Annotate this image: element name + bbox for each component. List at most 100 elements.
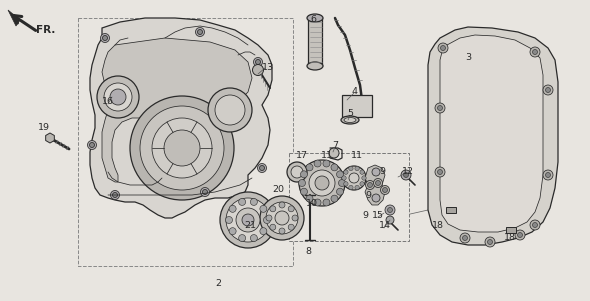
- Circle shape: [254, 57, 263, 67]
- Circle shape: [375, 181, 381, 185]
- Ellipse shape: [307, 14, 323, 22]
- Circle shape: [546, 88, 550, 92]
- Text: 5: 5: [347, 110, 353, 119]
- Circle shape: [487, 240, 493, 244]
- Text: 13: 13: [262, 64, 274, 73]
- Circle shape: [300, 188, 307, 195]
- Circle shape: [438, 169, 442, 175]
- Circle shape: [463, 235, 467, 240]
- Circle shape: [306, 164, 313, 171]
- Circle shape: [113, 193, 117, 197]
- Circle shape: [349, 166, 353, 171]
- Circle shape: [344, 170, 348, 174]
- Bar: [342, 95, 372, 117]
- Bar: [78, 18, 293, 266]
- Circle shape: [386, 216, 394, 224]
- Circle shape: [349, 185, 353, 190]
- Text: 18: 18: [432, 221, 444, 229]
- Circle shape: [360, 182, 364, 186]
- Circle shape: [385, 205, 395, 215]
- Text: 17: 17: [296, 150, 308, 160]
- Circle shape: [368, 182, 372, 188]
- Polygon shape: [428, 27, 558, 245]
- Circle shape: [543, 170, 553, 180]
- Circle shape: [264, 216, 270, 224]
- Circle shape: [533, 49, 537, 54]
- Ellipse shape: [344, 117, 356, 123]
- Circle shape: [260, 196, 304, 240]
- Circle shape: [198, 29, 202, 35]
- Text: 20: 20: [272, 185, 284, 194]
- Text: 9: 9: [365, 191, 371, 200]
- Polygon shape: [102, 38, 252, 182]
- Circle shape: [336, 171, 343, 178]
- Ellipse shape: [341, 116, 359, 124]
- Polygon shape: [90, 18, 272, 218]
- Circle shape: [515, 230, 525, 240]
- Circle shape: [530, 47, 540, 57]
- Circle shape: [315, 176, 329, 190]
- Circle shape: [314, 160, 321, 167]
- Text: 8: 8: [305, 247, 311, 256]
- Circle shape: [260, 166, 264, 170]
- Circle shape: [90, 142, 94, 147]
- Circle shape: [300, 171, 307, 178]
- Circle shape: [238, 198, 245, 205]
- Circle shape: [238, 234, 245, 242]
- Circle shape: [229, 205, 236, 212]
- Circle shape: [349, 173, 359, 183]
- Circle shape: [208, 88, 252, 132]
- Circle shape: [266, 202, 298, 234]
- Circle shape: [372, 194, 380, 202]
- Circle shape: [342, 176, 346, 180]
- Text: 10: 10: [306, 198, 318, 207]
- Text: 3: 3: [465, 54, 471, 63]
- Circle shape: [365, 181, 375, 190]
- Circle shape: [255, 60, 261, 64]
- Circle shape: [260, 228, 267, 235]
- Circle shape: [401, 170, 411, 180]
- Circle shape: [460, 233, 470, 243]
- Circle shape: [164, 130, 200, 166]
- Bar: [289, 153, 409, 241]
- Circle shape: [226, 198, 270, 242]
- Circle shape: [323, 160, 330, 167]
- Bar: [446, 207, 456, 213]
- Text: 9: 9: [362, 210, 368, 219]
- Circle shape: [388, 207, 392, 213]
- Circle shape: [331, 164, 338, 171]
- Circle shape: [331, 195, 338, 202]
- Circle shape: [382, 188, 388, 193]
- Circle shape: [253, 64, 264, 76]
- Circle shape: [250, 234, 257, 242]
- Circle shape: [533, 222, 537, 228]
- Circle shape: [215, 95, 245, 125]
- Circle shape: [225, 216, 232, 224]
- Circle shape: [517, 232, 523, 237]
- Polygon shape: [365, 165, 385, 205]
- Circle shape: [306, 195, 313, 202]
- Circle shape: [287, 162, 307, 182]
- Circle shape: [242, 214, 254, 226]
- Circle shape: [299, 179, 306, 187]
- Circle shape: [344, 182, 348, 186]
- Circle shape: [323, 199, 330, 206]
- Circle shape: [530, 220, 540, 230]
- Circle shape: [381, 185, 389, 194]
- Circle shape: [229, 228, 236, 235]
- Circle shape: [546, 172, 550, 178]
- Circle shape: [438, 43, 448, 53]
- Circle shape: [220, 192, 276, 248]
- Bar: [308, 18, 322, 66]
- Bar: [506, 227, 516, 233]
- Text: FR.: FR.: [37, 25, 55, 35]
- Circle shape: [104, 83, 132, 111]
- Circle shape: [87, 141, 97, 150]
- Circle shape: [250, 198, 257, 205]
- Text: 11: 11: [321, 150, 333, 160]
- Circle shape: [110, 191, 120, 200]
- Circle shape: [103, 36, 107, 41]
- Text: 9: 9: [379, 167, 385, 176]
- Text: 21: 21: [244, 221, 256, 229]
- Circle shape: [275, 211, 289, 225]
